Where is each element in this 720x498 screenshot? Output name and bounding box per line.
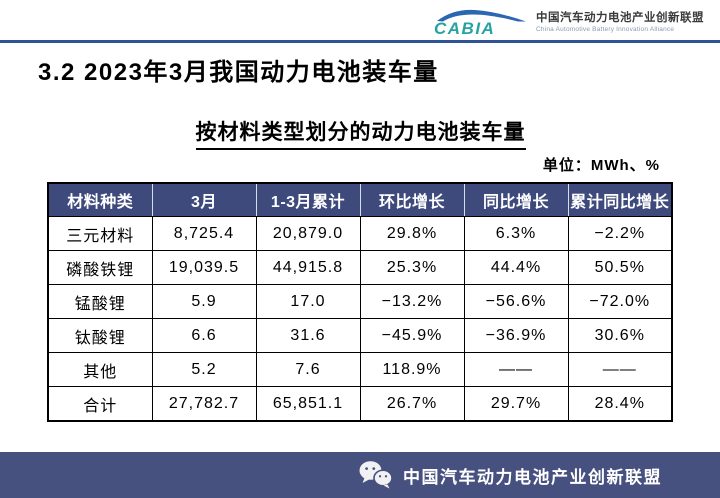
cell-material: 磷酸铁锂 — [47, 250, 153, 285]
table-row-other: 其他 5.2 7.6 118.9% —— —— — [47, 352, 673, 387]
footer-bar: 中国汽车动力电池产业创新联盟 — [0, 452, 720, 498]
cell-cumulative: 20,879.0 — [255, 216, 361, 251]
cell-march: 8,725.4 — [151, 216, 257, 251]
cell-cum-yoy: −2.2% — [567, 216, 673, 251]
col-header-cum-yoy-growth: 累计同比增长 — [567, 182, 673, 217]
cell-yoy: 29.7% — [463, 386, 569, 422]
cell-cum-yoy: 50.5% — [567, 250, 673, 285]
battery-data-table: 材料种类 3月 1-3月累计 环比增长 同比增长 累计同比增长 三元材料 8,7… — [47, 182, 673, 422]
cell-cumulative: 7.6 — [255, 352, 361, 387]
cell-march: 5.2 — [151, 352, 257, 387]
cell-material: 合计 — [47, 386, 153, 422]
cell-yoy: 44.4% — [463, 250, 569, 285]
cell-march: 5.9 — [151, 284, 257, 319]
cell-yoy: −36.9% — [463, 318, 569, 353]
table-title: 按材料类型划分的动力电池装车量 — [195, 116, 526, 150]
col-header-yoy-growth: 同比增长 — [463, 182, 569, 217]
org-name-en: China Automotive Battery Innovation Alli… — [536, 25, 675, 33]
cell-mom: 29.8% — [359, 216, 465, 251]
cell-march: 19,039.5 — [151, 250, 257, 285]
col-header-material: 材料种类 — [47, 182, 153, 217]
cell-material: 其他 — [47, 352, 153, 387]
cabia-logo: CABIA — [434, 9, 526, 38]
col-header-march: 3月 — [151, 182, 257, 217]
cell-material: 锰酸锂 — [47, 284, 153, 319]
col-header-cumulative: 1-3月累计 — [255, 182, 361, 217]
top-divider — [0, 40, 720, 43]
cell-cum-yoy: 30.6% — [567, 318, 673, 353]
cell-material: 钛酸锂 — [47, 318, 153, 353]
cell-mom: −13.2% — [359, 284, 465, 319]
page-title: 3.2 2023年3月我国动力电池装车量 — [38, 59, 439, 86]
cell-march: 27,782.7 — [151, 386, 257, 422]
cell-mom: 26.7% — [359, 386, 465, 422]
cell-yoy: —— — [463, 352, 569, 387]
cell-cumulative: 65,851.1 — [255, 386, 361, 422]
cell-yoy: −56.6% — [463, 284, 569, 319]
cell-mom: 118.9% — [359, 352, 465, 387]
table-row-total: 合计 27,782.7 65,851.1 26.7% 29.7% 28.4% — [47, 386, 673, 422]
table-row-lto: 钛酸锂 6.6 31.6 −45.9% −36.9% 30.6% — [47, 318, 673, 353]
cell-mom: −45.9% — [359, 318, 465, 353]
unit-label: 单位：MWh、% — [542, 157, 660, 174]
org-names: 中国汽车动力电池产业创新联盟 China Automotive Battery … — [536, 11, 704, 34]
cell-cum-yoy: 28.4% — [567, 386, 673, 422]
cell-cum-yoy: —— — [567, 352, 673, 387]
cell-yoy: 6.3% — [463, 216, 569, 251]
brand-block: CABIA 中国汽车动力电池产业创新联盟 China Automotive Ba… — [433, 7, 704, 38]
table-row-lmo: 锰酸锂 5.9 17.0 −13.2% −56.6% −72.0% — [47, 284, 673, 319]
cell-mom: 25.3% — [359, 250, 465, 285]
cell-cum-yoy: −72.0% — [567, 284, 673, 319]
cell-cumulative: 17.0 — [255, 284, 361, 319]
car-swoosh-icon — [437, 9, 526, 22]
org-name-cn: 中国汽车动力电池产业创新联盟 — [536, 12, 704, 25]
footer-org-name: 中国汽车动力电池产业创新联盟 — [403, 467, 662, 487]
cell-march: 6.6 — [151, 318, 257, 353]
table-header-row: 材料种类 3月 1-3月累计 环比增长 同比增长 累计同比增长 — [47, 182, 673, 217]
cell-material: 三元材料 — [47, 216, 153, 251]
logo-brand-text: CABIA — [434, 19, 495, 38]
col-header-mom-growth: 环比增长 — [359, 182, 465, 217]
wechat-icon — [359, 461, 393, 489]
table-row-lfp: 磷酸铁锂 19,039.5 44,915.8 25.3% 44.4% 50.5% — [47, 250, 673, 285]
cell-cumulative: 44,915.8 — [255, 250, 361, 285]
cell-cumulative: 31.6 — [255, 318, 361, 353]
table-row-ternary: 三元材料 8,725.4 20,879.0 29.8% 6.3% −2.2% — [47, 216, 673, 251]
table-title-row: 按材料类型划分的动力电池装车量 — [48, 116, 673, 150]
